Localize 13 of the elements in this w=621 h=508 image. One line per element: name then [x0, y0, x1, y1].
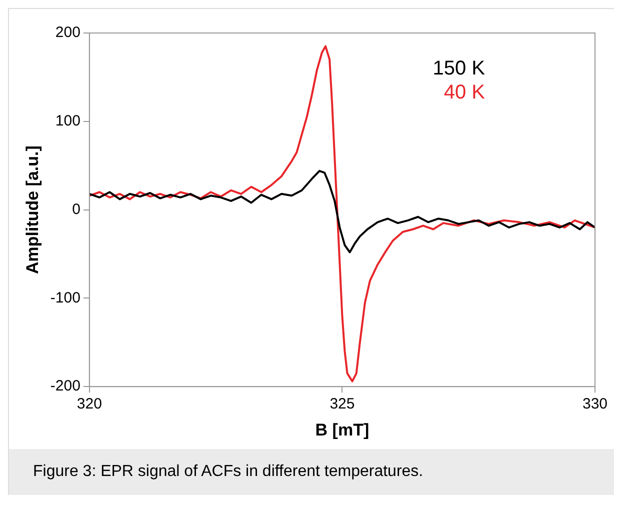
x-tick-label: 320 [76, 396, 102, 413]
caption: Figure 3: EPR signal of ACFs in different temperatures. [9, 449, 614, 495]
y-tick-label: 200 [55, 24, 80, 42]
y-tick-label: 0 [72, 200, 80, 218]
x-axis-title: B [mT] [315, 420, 370, 440]
text: 40 K [444, 82, 486, 104]
x-tick-label: 330 [582, 396, 608, 413]
text: 150 K [432, 58, 486, 80]
y-tick-label: -200 [50, 378, 80, 395]
y-tick-label: 100 [55, 112, 80, 130]
y-axis-title: Amplitude [a.u.] [22, 146, 42, 274]
y-tick-label: -100 [50, 289, 80, 306]
x-tick-label: 325 [330, 396, 355, 413]
